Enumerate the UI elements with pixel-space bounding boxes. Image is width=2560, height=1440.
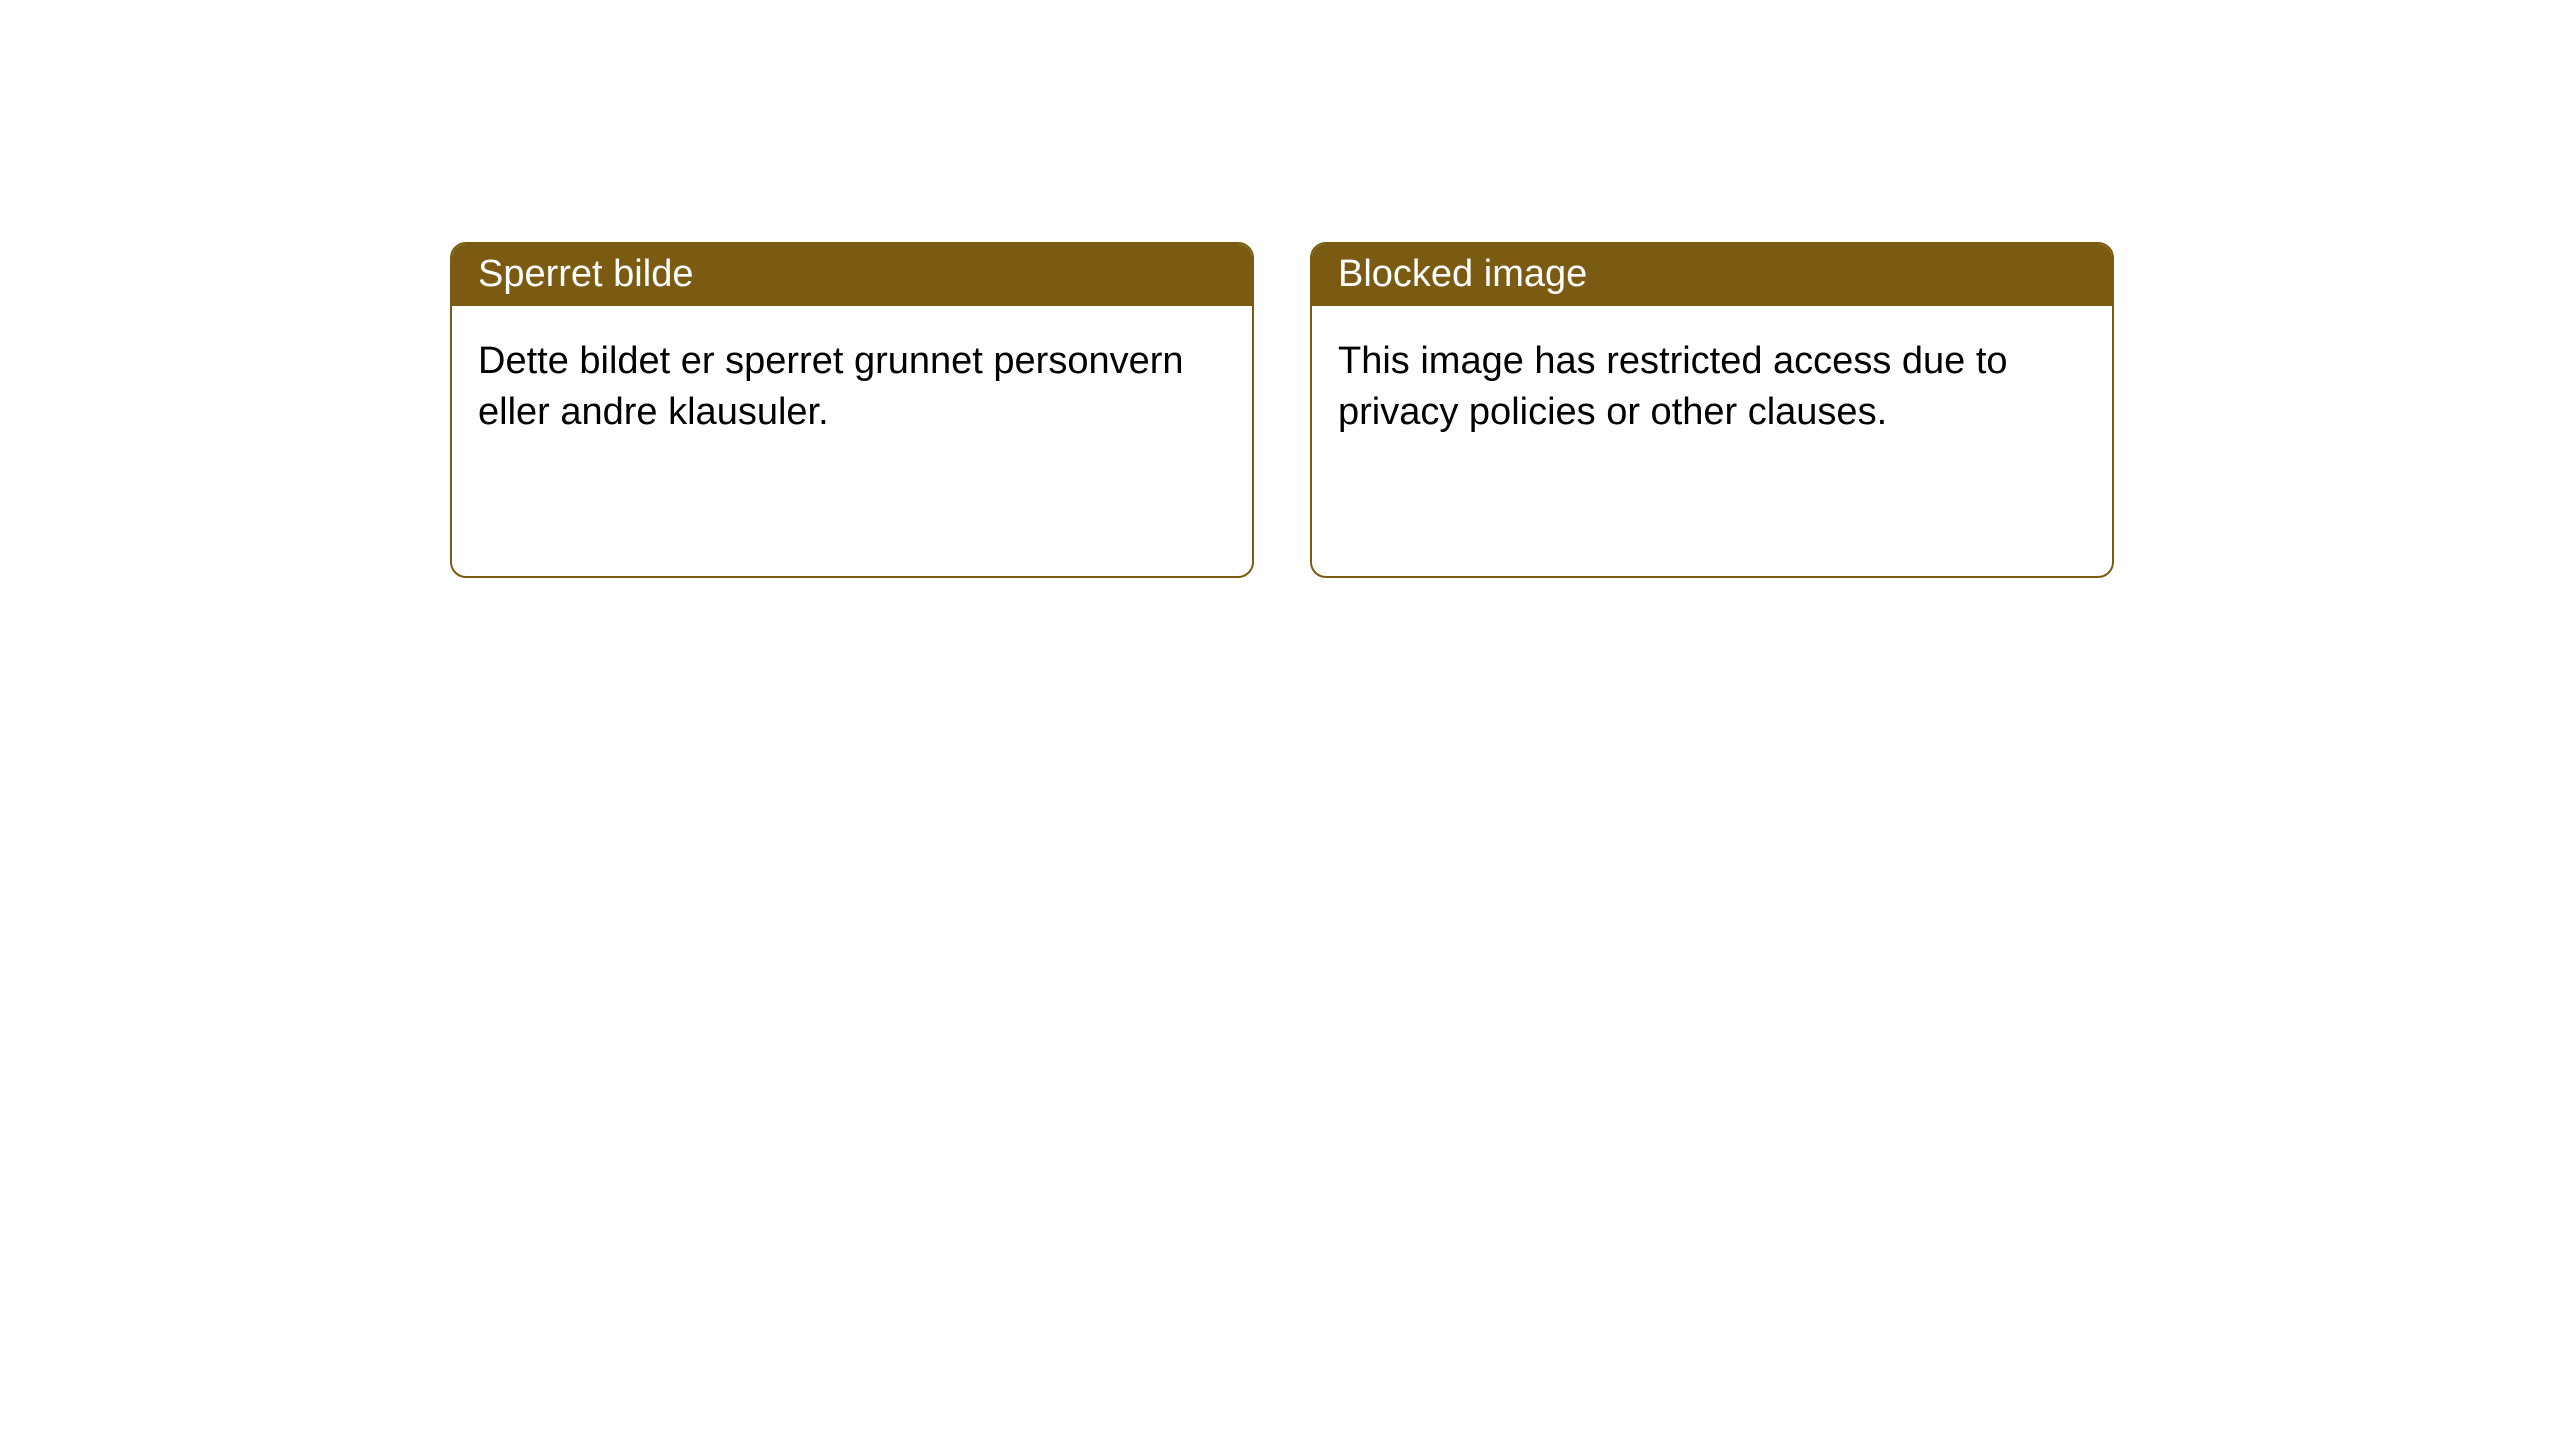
notice-card-title: Blocked image — [1312, 244, 2112, 306]
notice-card-english: Blocked image This image has restricted … — [1310, 242, 2114, 578]
notice-card-title: Sperret bilde — [452, 244, 1252, 306]
notice-card-body: Dette bildet er sperret grunnet personve… — [452, 306, 1252, 469]
notice-card-body: This image has restricted access due to … — [1312, 306, 2112, 469]
notice-card-norwegian: Sperret bilde Dette bildet er sperret gr… — [450, 242, 1254, 578]
notice-cards-container: Sperret bilde Dette bildet er sperret gr… — [450, 242, 2114, 578]
